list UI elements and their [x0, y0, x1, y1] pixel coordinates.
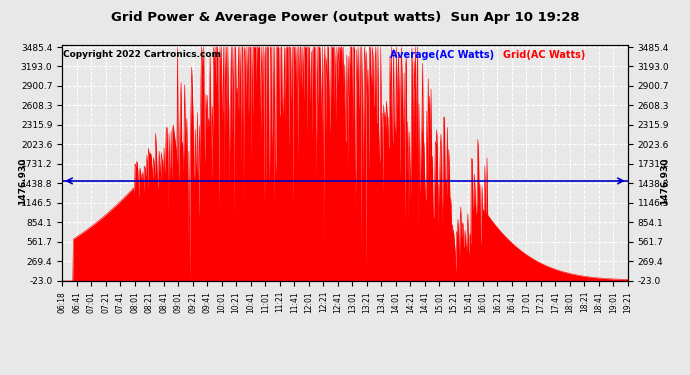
Text: Grid(AC Watts): Grid(AC Watts) — [504, 50, 586, 60]
Text: Copyright 2022 Cartronics.com: Copyright 2022 Cartronics.com — [63, 50, 221, 59]
Text: Grid Power & Average Power (output watts)  Sun Apr 10 19:28: Grid Power & Average Power (output watts… — [110, 11, 580, 24]
Text: Average(AC Watts): Average(AC Watts) — [391, 50, 495, 60]
Text: 1476.930: 1476.930 — [18, 157, 27, 205]
Text: 1476.930: 1476.930 — [660, 157, 669, 205]
